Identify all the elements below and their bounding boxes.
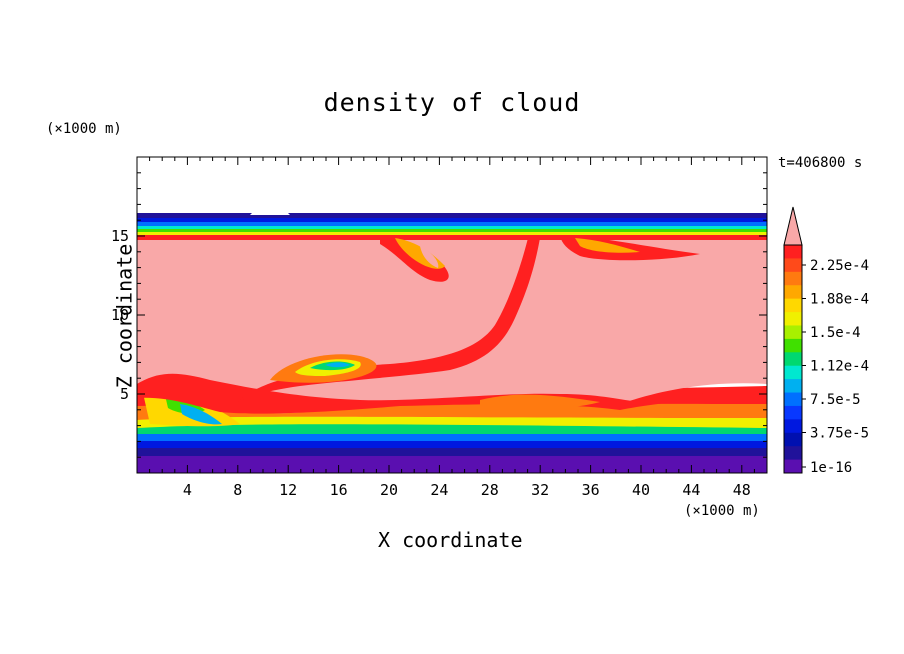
- x-axis-ticks: 4 8 12 16 20 24 28 32 36 40 44 48: [149, 157, 755, 499]
- x-tick-label: 48: [733, 481, 751, 499]
- colorbar-swatch: [784, 459, 802, 474]
- contour-field: [137, 210, 767, 473]
- x-tick-label: 4: [183, 481, 192, 499]
- x-tick-label: 24: [430, 481, 448, 499]
- x-tick-label: 16: [330, 481, 348, 499]
- colorbar-swatch: [784, 312, 802, 326]
- colorbar-swatch: [784, 405, 802, 420]
- z-unit-label: (×1000 m): [46, 121, 122, 137]
- x-axis-label: X coordinate: [378, 528, 523, 552]
- y-tick-label: 15: [111, 227, 129, 245]
- x-tick-label: 8: [233, 481, 242, 499]
- x-tick-label: 12: [279, 481, 297, 499]
- time-label: t=406800 s: [778, 155, 863, 171]
- colorbar-label: 1.5e-4: [810, 325, 861, 341]
- colorbar-label: 1.88e-4: [810, 292, 869, 308]
- colorbar-label: 7.5e-5: [810, 392, 861, 408]
- colorbar-swatch: [784, 245, 802, 259]
- x-tick-label: 20: [380, 481, 398, 499]
- colorbar: 2.25e-4 1.88e-4 1.5e-4 1.12e-4 7.5e-5 3.75e-5…: [783, 206, 869, 476]
- colorbar-swatch: [784, 258, 802, 273]
- x-tick-label: 44: [682, 481, 700, 499]
- colorbar-swatch: [784, 325, 802, 340]
- colorbar-label: 1e-16: [810, 460, 852, 476]
- colorbar-label: 2.25e-4: [810, 258, 869, 274]
- colorbar-swatch: [784, 271, 802, 286]
- x-unit-label: (×1000 m): [684, 503, 760, 519]
- y-tick-label: 5: [120, 385, 129, 403]
- y-axis-ticks: 5 10 15: [111, 172, 767, 458]
- x-tick-label: 36: [582, 481, 600, 499]
- y-tick-label: 10: [111, 306, 129, 324]
- x-tick-label: 40: [632, 481, 650, 499]
- colorbar-label: 3.75e-5: [810, 426, 869, 442]
- colorbar-swatch: [784, 285, 802, 300]
- colorbar-swatch: [784, 446, 802, 461]
- colorbar-frame: [783, 244, 803, 474]
- colorbar-extend-max: [783, 206, 803, 246]
- x-tick-label: 28: [481, 481, 499, 499]
- colorbar-swatch: [784, 365, 802, 380]
- colorbar-swatch: [784, 392, 802, 407]
- x-tick-label: 32: [531, 481, 549, 499]
- colorbar-swatch: [784, 379, 802, 394]
- colorbar-swatch: [784, 419, 802, 434]
- colorbar-swatch: [784, 432, 802, 447]
- colorbar-swatch: [784, 298, 802, 313]
- colorbar-label: 1.12e-4: [810, 359, 869, 375]
- colorbar-swatch: [784, 352, 802, 367]
- chart-title: density of cloud: [323, 88, 581, 117]
- colorbar-swatch: [784, 338, 802, 353]
